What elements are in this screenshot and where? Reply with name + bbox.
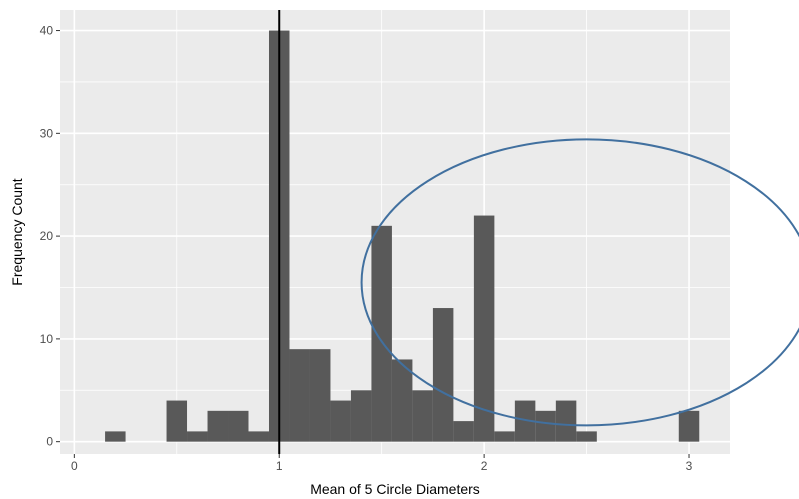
histogram-bar — [412, 390, 433, 442]
histogram-bar — [330, 400, 351, 442]
histogram-bar — [166, 400, 188, 442]
histogram-bar — [432, 308, 454, 442]
highlight-ellipse — [360, 138, 799, 427]
histogram-bar — [248, 431, 269, 442]
histogram-bar — [371, 225, 392, 442]
y-tick-label: 30 — [40, 126, 54, 140]
histogram-bar — [289, 349, 310, 442]
histogram-bar — [494, 431, 515, 442]
x-tick-label: 3 — [686, 459, 693, 473]
histogram-bar — [309, 349, 331, 442]
histogram-bar — [514, 400, 536, 442]
histogram-bar — [228, 410, 249, 442]
histogram-bar — [187, 431, 208, 442]
histogram-bar — [350, 390, 372, 442]
histogram-bar — [576, 431, 597, 442]
histogram-bar — [678, 410, 700, 442]
histogram-bar — [555, 400, 577, 442]
histogram-bar — [105, 431, 126, 442]
y-axis-title: Frequency Count — [9, 178, 25, 286]
histogram-bar — [207, 410, 229, 442]
histogram-bar — [473, 215, 495, 442]
histogram-bar — [453, 421, 474, 442]
histogram-bar — [391, 359, 413, 442]
x-axis-title: Mean of 5 Circle Diameters — [310, 481, 480, 497]
histogram-bar — [535, 410, 556, 442]
y-tick-label: 10 — [40, 332, 54, 346]
y-tick-label: 0 — [46, 435, 53, 449]
x-tick-label: 0 — [71, 459, 78, 473]
histogram-bars — [105, 30, 700, 442]
x-tick-label: 1 — [276, 459, 283, 473]
x-tick-label: 2 — [481, 459, 488, 473]
y-tick-label: 40 — [40, 24, 54, 38]
y-tick-label: 20 — [40, 229, 54, 243]
